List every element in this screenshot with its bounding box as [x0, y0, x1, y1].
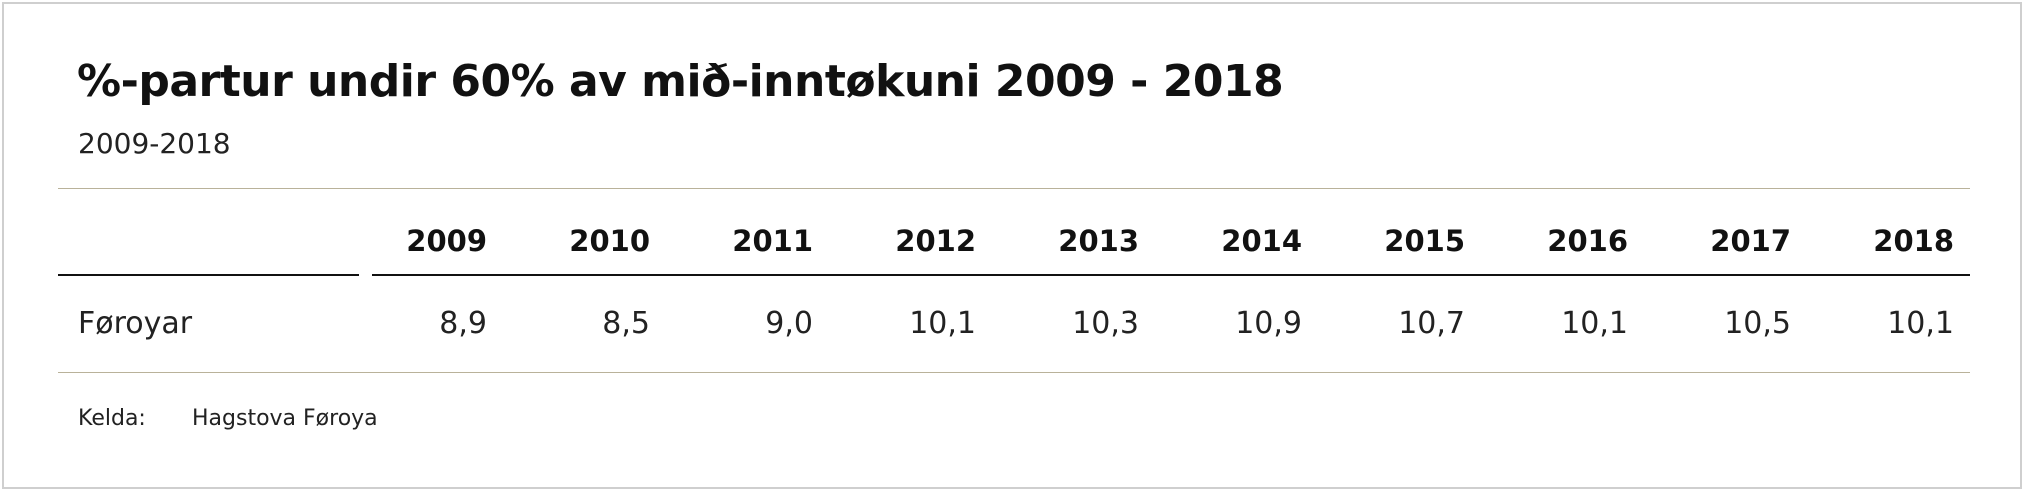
table-cell: 8,5	[602, 306, 650, 341]
column-header: 2010	[569, 224, 650, 258]
page-title: %-partur undir 60% av mið-inntøkuni 2009…	[77, 56, 1284, 107]
table-cell: 10,5	[1724, 306, 1791, 341]
column-header: 2014	[1221, 224, 1302, 258]
table-cell: 8,9	[439, 306, 487, 341]
table-cell: 10,1	[1887, 306, 1954, 341]
column-header: 2017	[1710, 224, 1791, 258]
table-cell: 9,0	[765, 306, 813, 341]
column-header: 2009	[406, 224, 487, 258]
source-value: Hagstova Føroya	[192, 406, 378, 431]
top-divider	[58, 188, 1970, 189]
table-cell: 10,9	[1235, 306, 1302, 341]
column-header: 2015	[1384, 224, 1465, 258]
header-underline-data	[372, 274, 1970, 276]
page-subtitle: 2009-2018	[78, 127, 231, 160]
table-cell: 10,3	[1072, 306, 1139, 341]
table-cell: 10,1	[1561, 306, 1628, 341]
table-cell: 10,7	[1398, 306, 1465, 341]
source-label: Kelda:	[78, 406, 146, 431]
column-header: 2011	[732, 224, 813, 258]
column-header: 2016	[1547, 224, 1628, 258]
table-cell: 10,1	[909, 306, 976, 341]
column-header: 2013	[1058, 224, 1139, 258]
row-label: Føroyar	[78, 306, 193, 341]
column-header: 2018	[1873, 224, 1954, 258]
column-header: 2012	[895, 224, 976, 258]
header-underline-label	[58, 274, 359, 276]
bottom-divider	[58, 372, 1970, 373]
